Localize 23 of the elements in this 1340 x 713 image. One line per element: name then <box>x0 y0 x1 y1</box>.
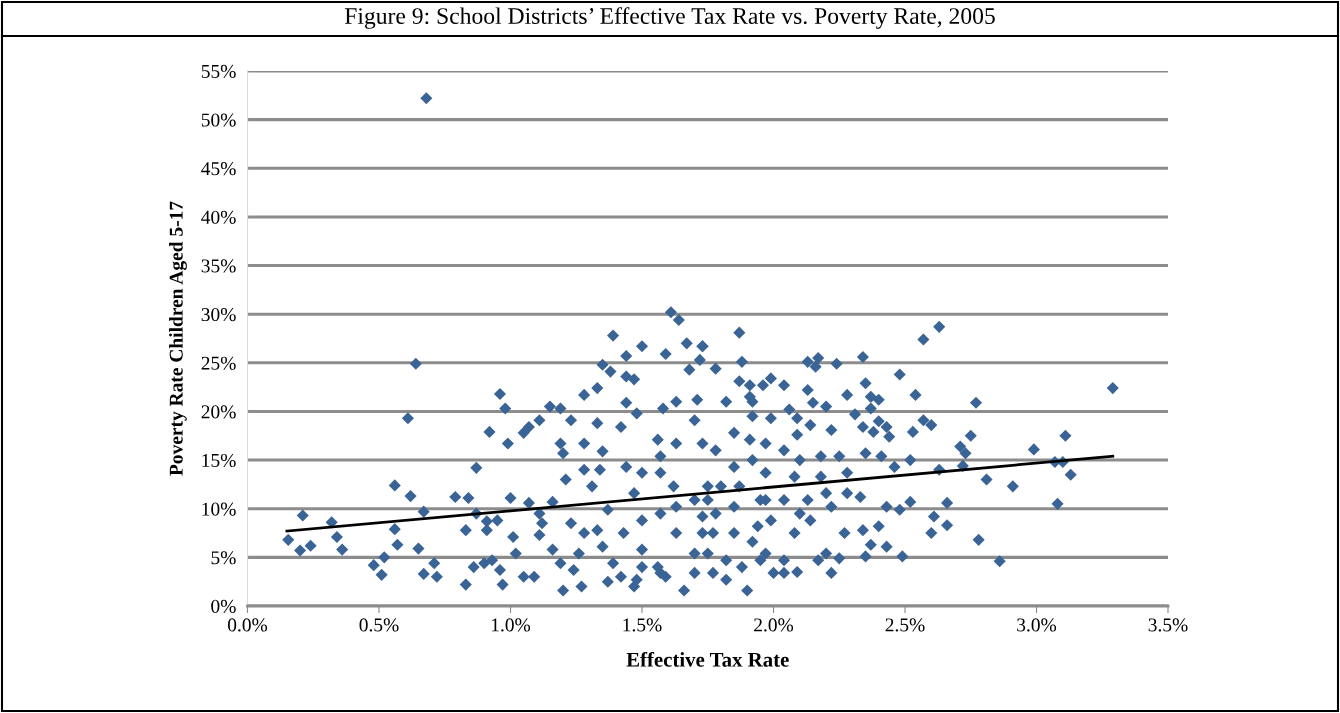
y-tick-label: 20% <box>201 405 236 419</box>
y-tick-label: 15% <box>202 453 236 468</box>
y-tick-label: 55% <box>201 64 236 78</box>
x-tick-label: 3.0% <box>1017 618 1057 632</box>
x-axis-title: Effective Tax Rate <box>626 651 789 667</box>
y-tick-label: 10% <box>202 502 236 516</box>
y-tick-label: 25% <box>201 356 236 370</box>
chart-title: Figure 9: School Districts’ Effective Tax Rate vs. Poverty Rate, 2005 <box>344 7 995 29</box>
x-tick-label: 0.5% <box>359 618 399 632</box>
y-tick-label: 45% <box>201 162 236 176</box>
y-tick-label: 50% <box>201 113 236 127</box>
x-tick-label: 3.5% <box>1148 618 1188 632</box>
y-tick-label: 40% <box>201 210 236 224</box>
y-tick-label: 5% <box>211 551 236 565</box>
x-tick-label: 1.5% <box>623 618 662 632</box>
x-tick-label: 2.5% <box>885 618 925 632</box>
y-axis-title: Poverty Rate Children Aged 5-17 <box>169 201 187 476</box>
x-tick-label: 2.0% <box>754 618 794 632</box>
x-tick-label: 1.0% <box>491 618 531 632</box>
y-tick-label: 30% <box>201 308 236 322</box>
y-tick-label: 35% <box>201 259 236 273</box>
x-tick-label: 0.0% <box>227 618 268 632</box>
y-tick-label: 0% <box>211 599 236 613</box>
